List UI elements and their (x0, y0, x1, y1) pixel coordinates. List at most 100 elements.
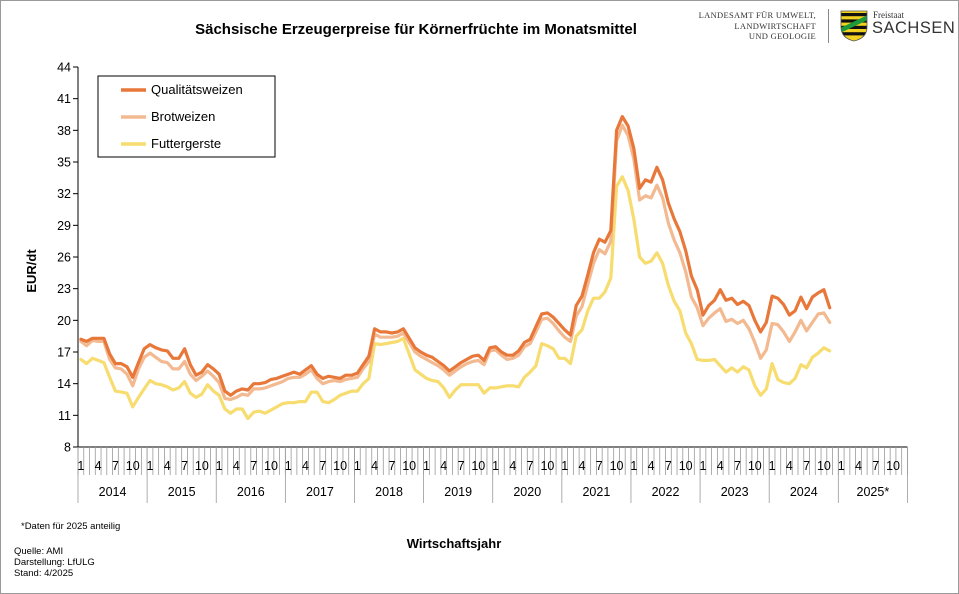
x-month-label: 7 (803, 459, 810, 473)
x-year-label: 2019 (444, 485, 472, 499)
x-month-label: 10 (333, 459, 347, 473)
x-month-label: 4 (302, 459, 309, 473)
logo-state-label: Freistaat (873, 10, 904, 20)
x-month-label: 1 (561, 459, 568, 473)
y-tick-label: 35 (57, 156, 71, 170)
x-month-label: 4 (509, 459, 516, 473)
x-month-label: 1 (354, 459, 361, 473)
credit-line: Darstellung: LfULG (14, 557, 95, 568)
chart-title: Sächsische Erzeugerpreise für Körnerfrüc… (195, 21, 637, 38)
series-line-futtergerste (79, 175, 832, 421)
x-month-label: 4 (786, 459, 793, 473)
x-month-label: 4 (717, 459, 724, 473)
x-month-label: 4 (164, 459, 171, 473)
x-month-label: 10 (817, 459, 831, 473)
x-month-label: 7 (250, 459, 257, 473)
footnote: *Daten für 2025 anteilig (21, 521, 121, 532)
x-month-label: 7 (112, 459, 119, 473)
x-month-label: 7 (872, 459, 879, 473)
y-tick-label: 41 (57, 92, 71, 106)
x-month-label: 7 (319, 459, 326, 473)
series-line-brotweizen (79, 123, 832, 402)
x-month-label: 4 (579, 459, 586, 473)
source-block: Quelle: AMI Darstellung: LfULG Stand: 4/… (14, 546, 95, 579)
x-year-label: 2024 (790, 485, 818, 499)
y-axis: 8 11 14 17 20 23 26 29 32 35 38 41 44 (57, 61, 79, 455)
logo-state-name: SACHSEN (872, 19, 956, 37)
x-month-label: 10 (540, 459, 554, 473)
y-tick-label: 32 (57, 187, 71, 201)
x-month-label: 1 (77, 459, 84, 473)
logo-agency-line: UND GEOLOGIE (748, 31, 816, 41)
y-tick-label: 23 (57, 282, 71, 296)
x-month-label: 10 (471, 459, 485, 473)
x-month-label: 1 (285, 459, 292, 473)
x-month-label: 1 (769, 459, 776, 473)
x-month-label: 10 (402, 459, 416, 473)
x-month-label: 7 (181, 459, 188, 473)
legend-label-brotweizen: Brotweizen (151, 109, 215, 124)
y-tick-label: 11 (58, 409, 71, 423)
y-tick-label: 8 (64, 441, 71, 455)
x-year-label: 2021 (582, 485, 610, 499)
x-month-label: 4 (648, 459, 655, 473)
x-month-label: 1 (492, 459, 499, 473)
lfulg-logo: LANDESAMT FÜR UMWELT, LANDWIRTSCHAFT UND… (699, 9, 955, 45)
x-year-label: 2022 (652, 485, 680, 499)
logo-agency-line: LANDWIRTSCHAFT (734, 20, 816, 31)
x-month-label: 7 (458, 459, 465, 473)
series-layer (79, 114, 832, 421)
x-year-label: 2018 (375, 485, 403, 499)
logo-agency-name: LANDESAMT FÜR UMWELT, LANDWIRTSCHAFT UND… (699, 10, 816, 42)
x-year-label: 2015 (168, 485, 196, 499)
source-line: Quelle: AMI (14, 546, 64, 557)
saxony-shield-icon (840, 10, 868, 42)
x-month-label: 7 (388, 459, 395, 473)
legend: Qualitätsweizen Brotweizen Futtergerste (97, 75, 276, 158)
x-month-label: 7 (596, 459, 603, 473)
x-month-label: 10 (126, 459, 140, 473)
x-year-label: 2023 (721, 485, 749, 499)
x-month-label: 10 (679, 459, 693, 473)
y-tick-label: 20 (57, 314, 71, 328)
x-month-label: 1 (699, 459, 706, 473)
x-month-label: 4 (855, 459, 862, 473)
y-axis-label: EUR/dt (24, 249, 39, 293)
x-month-label: 10 (748, 459, 762, 473)
x-month-label: 4 (371, 459, 378, 473)
x-month-label: 7 (734, 459, 741, 473)
x-month-label: 10 (610, 459, 624, 473)
x-month-label: 10 (195, 459, 209, 473)
x-month-label: 4 (233, 459, 240, 473)
x-year-label: 2025* (857, 485, 890, 499)
x-month-label: 10 (886, 459, 900, 473)
logo-divider (828, 9, 829, 43)
x-month-label: 1 (838, 459, 845, 473)
x-axis-label: Wirtschaftsjahr (407, 536, 502, 551)
x-month-label: 10 (264, 459, 278, 473)
x-month-label: 7 (665, 459, 672, 473)
x-year-label: 2017 (306, 485, 334, 499)
legend-label-qualitaetsweizen: Qualitätsweizen (151, 82, 243, 97)
x-year-label: 2016 (237, 485, 265, 499)
legend-label-futtergerste: Futtergerste (151, 136, 221, 151)
date-line: Stand: 4/2025 (14, 568, 74, 579)
x-month-label: 1 (216, 459, 223, 473)
x-month-label: 1 (630, 459, 637, 473)
y-tick-label: 29 (57, 219, 71, 233)
x-month-label: 1 (147, 459, 154, 473)
logo-agency-line: LANDESAMT FÜR UMWELT, (698, 10, 816, 20)
y-tick-label: 17 (57, 346, 71, 360)
x-month-label: 4 (95, 459, 102, 473)
x-month-label: 1 (423, 459, 430, 473)
x-year-label: 2020 (513, 485, 541, 499)
y-tick-label: 26 (57, 251, 71, 265)
x-year-label: 2014 (99, 485, 127, 499)
x-month-label: 7 (527, 459, 534, 473)
y-tick-label: 14 (57, 377, 71, 391)
y-tick-label: 44 (57, 61, 71, 75)
x-month-label: 4 (440, 459, 447, 473)
